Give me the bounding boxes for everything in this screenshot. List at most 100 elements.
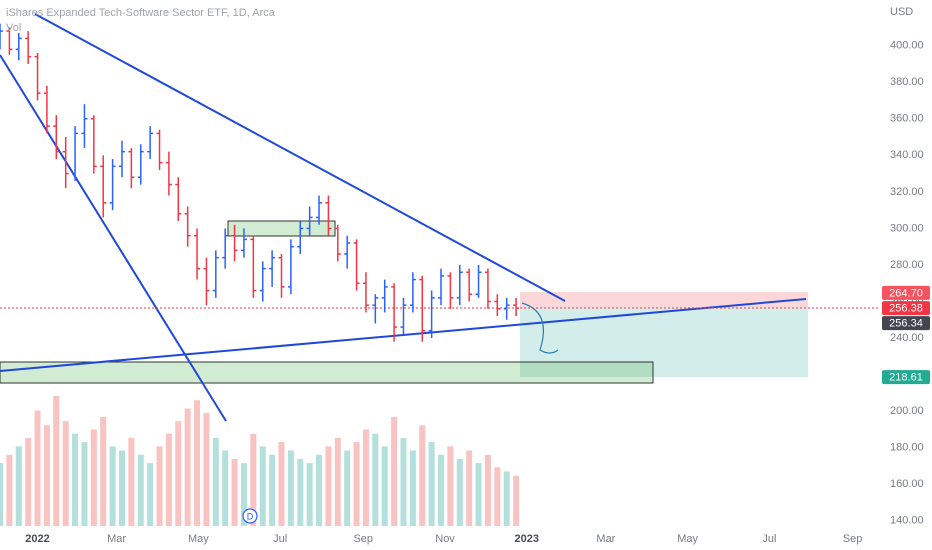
y-tick-label: 240.00 bbox=[890, 332, 924, 344]
trend-line bbox=[34, 13, 566, 302]
y-tick-label: 300.00 bbox=[890, 222, 924, 234]
x-tick-label: Jul bbox=[273, 533, 287, 545]
volume-bar bbox=[0, 463, 3, 526]
volume-bar bbox=[494, 467, 501, 526]
volume-bar bbox=[184, 408, 191, 526]
arrow-sketch bbox=[521, 302, 559, 354]
price-label-bg bbox=[882, 370, 930, 385]
dividend-text: D bbox=[247, 511, 254, 521]
volume-bar bbox=[297, 458, 304, 526]
x-tick-label: Sep bbox=[353, 533, 373, 545]
x-tick-label: Nov bbox=[435, 533, 455, 545]
volume-bar bbox=[203, 412, 210, 526]
volume-bar bbox=[316, 454, 323, 526]
x-tick-label: May bbox=[677, 533, 698, 545]
volume-bar bbox=[34, 410, 41, 526]
y-tick-label: 280.00 bbox=[890, 259, 924, 271]
volume-bar bbox=[362, 429, 369, 526]
price-label: 218.61 bbox=[889, 372, 923, 384]
volume-bar bbox=[175, 421, 182, 526]
volume-bar bbox=[259, 446, 266, 526]
stop-zone bbox=[520, 292, 808, 308]
volume-bar bbox=[306, 463, 313, 526]
x-tick-label: Mar bbox=[107, 533, 126, 545]
volume-bar bbox=[212, 437, 219, 526]
y-tick-label: 200.00 bbox=[890, 405, 924, 417]
y-tick-label: 380.00 bbox=[890, 76, 924, 88]
support-zone bbox=[0, 361, 654, 384]
volume-bar bbox=[194, 400, 201, 526]
volume-bar bbox=[475, 463, 482, 526]
trend-line bbox=[0, 298, 807, 372]
y-tick-label: 340.00 bbox=[890, 149, 924, 161]
volume-bar bbox=[109, 446, 116, 526]
volume-bar bbox=[513, 475, 520, 526]
volume-bar bbox=[334, 437, 341, 526]
volume-bar bbox=[391, 416, 398, 526]
volume-bar bbox=[287, 450, 294, 526]
price-label-bg bbox=[882, 301, 930, 316]
volume-bar bbox=[250, 433, 257, 526]
volume-bar bbox=[25, 437, 32, 526]
x-tick-label: 2023 bbox=[515, 533, 539, 545]
volume-bar bbox=[325, 446, 332, 526]
volume-bar bbox=[269, 454, 276, 526]
volume-bar bbox=[240, 463, 247, 526]
x-tick-label: Jul bbox=[762, 533, 776, 545]
volume-bar bbox=[419, 425, 426, 526]
volume-bar bbox=[409, 450, 416, 526]
currency: USD bbox=[890, 6, 913, 18]
volume-bar bbox=[81, 442, 88, 526]
volume-bar bbox=[53, 396, 60, 526]
y-tick-label: 160.00 bbox=[890, 478, 924, 490]
volume-bar bbox=[456, 458, 463, 526]
volume-bar bbox=[466, 450, 473, 526]
volume-bar bbox=[344, 450, 351, 526]
volume-bar bbox=[438, 454, 445, 526]
volume-bar bbox=[372, 433, 379, 526]
volume-bar bbox=[90, 429, 97, 526]
volume-bar bbox=[128, 437, 135, 526]
volume-bar bbox=[353, 442, 360, 526]
y-tick-label: 400.00 bbox=[890, 40, 924, 52]
volume-bar bbox=[165, 433, 172, 526]
price-label-bg bbox=[882, 316, 930, 331]
volume-bar bbox=[156, 446, 163, 526]
chart-title: iShares Expanded Tech-Software Sector ET… bbox=[6, 7, 276, 19]
volume-bar bbox=[278, 442, 285, 526]
bar-layer bbox=[0, 23, 520, 342]
volume-bar bbox=[100, 416, 107, 526]
volume-layer bbox=[0, 396, 520, 526]
volume-bar bbox=[118, 450, 125, 526]
y-tick-label: 360.00 bbox=[890, 113, 924, 125]
volume-bar bbox=[400, 437, 407, 526]
price-label-bg bbox=[882, 285, 930, 300]
volume-bar bbox=[484, 454, 491, 526]
y-tick-label: 140.00 bbox=[890, 515, 924, 527]
volume-bar bbox=[147, 463, 154, 526]
volume-bar bbox=[428, 442, 435, 526]
volume-bar bbox=[43, 425, 50, 526]
trend-line bbox=[0, 54, 227, 422]
volume-bar bbox=[72, 433, 79, 526]
price-label: 256.34 bbox=[889, 318, 923, 330]
x-tick-label: May bbox=[188, 533, 209, 545]
x-tick-label: 2022 bbox=[25, 533, 49, 545]
volume-bar bbox=[137, 454, 144, 526]
price-label: 264.70 bbox=[889, 287, 923, 299]
x-tick-label: Sep bbox=[843, 533, 863, 545]
volume-bar bbox=[381, 446, 388, 526]
volume-bar bbox=[447, 446, 454, 526]
volume-bar bbox=[15, 446, 22, 526]
volume-bar bbox=[231, 458, 238, 526]
y-tick-label: 180.00 bbox=[890, 442, 924, 454]
volume-bar bbox=[6, 454, 13, 526]
x-tick-label: Mar bbox=[596, 533, 615, 545]
volume-bar bbox=[503, 471, 510, 526]
y-tick-label: 320.00 bbox=[890, 186, 924, 198]
volume-label: Vol bbox=[6, 22, 21, 34]
dividend-marker[interactable] bbox=[242, 508, 258, 524]
price-label: 256.38 bbox=[889, 303, 923, 315]
